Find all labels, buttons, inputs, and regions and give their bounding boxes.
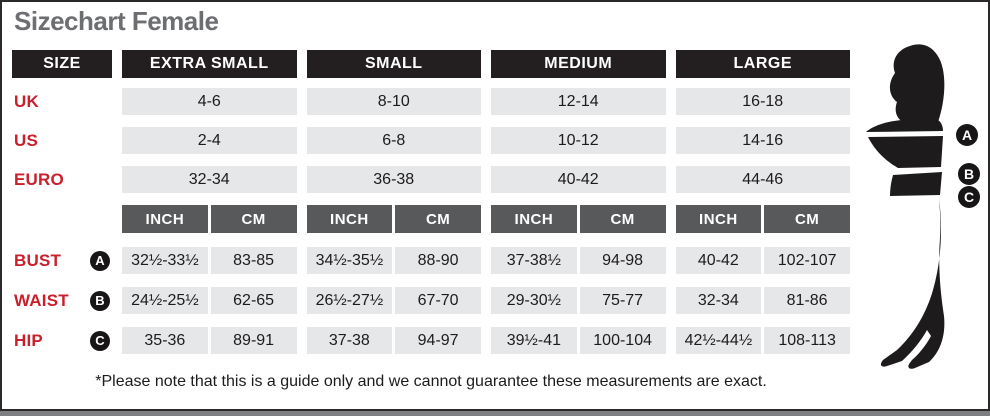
row-label-us: US: [12, 127, 112, 154]
cell-waist-l-inch: 32-34: [675, 287, 762, 314]
female-silhouette-figure: A B C: [850, 40, 986, 372]
size-column-header: SIZE: [12, 50, 112, 78]
unit-row-spacer: [12, 205, 112, 233]
cell-uk-small: 8-10: [306, 88, 481, 115]
header-row: SIZE EXTRA SMALL SMALL MEDIUM LARGE: [12, 50, 850, 78]
cell-bust-l-inch: 40-42: [675, 247, 762, 274]
page-title: Sizechart Female: [14, 6, 219, 36]
col-header-medium: MEDIUM: [491, 50, 666, 78]
figure-marker-b-badge: B: [958, 163, 980, 185]
cell-hip-l-inch: 42½-44½: [675, 327, 762, 354]
table-row-uk: UK 4-6 8-10 12-14 16-18: [12, 88, 850, 115]
cell-waist-s-inch: 26½-27½: [306, 287, 393, 314]
cell-hip-xs-cm: 89-91: [210, 327, 297, 354]
cell-hip-m-cm: 100-104: [579, 327, 666, 354]
hip-small: 37-38 94-97: [306, 327, 481, 354]
unit-header-inch: INCH: [675, 205, 762, 233]
unit-header-row: INCH CM INCH CM INCH CM INCH CM: [12, 205, 850, 233]
col-header-small: SMALL: [306, 50, 481, 78]
row-label-uk: UK: [12, 88, 112, 115]
row-label-text: US: [14, 130, 39, 150]
cell-bust-xs-inch: 32½-33½: [122, 247, 208, 274]
cell-waist-xs-inch: 24½-25½: [122, 287, 208, 314]
cell-euro-extra-small: 32-34: [122, 166, 297, 193]
cell-us-small: 6-8: [306, 127, 481, 154]
cell-hip-l-cm: 108-113: [764, 327, 850, 354]
row-label-text: EURO: [14, 169, 64, 189]
cell-bust-s-inch: 34½-35½: [306, 247, 393, 274]
cell-bust-s-cm: 88-90: [395, 247, 481, 274]
waist-large: 32-34 81-86: [675, 287, 850, 314]
row-label-waist: WAIST B: [12, 287, 112, 314]
hip-extra-small: 35-36 89-91: [122, 327, 297, 354]
row-label-bust: BUST A: [12, 247, 112, 274]
cell-hip-xs-inch: 35-36: [122, 327, 208, 354]
female-silhouette-icon: [866, 44, 945, 369]
waist-small: 26½-27½ 67-70: [306, 287, 481, 314]
cell-bust-m-inch: 37-38½: [491, 247, 577, 274]
marker-b-badge: B: [90, 290, 110, 311]
table-row-euro: EURO 32-34 36-38 40-42 44-46: [12, 166, 850, 193]
bust-small: 34½-35½ 88-90: [306, 247, 481, 274]
table-row-waist: WAIST B 24½-25½ 62-65 26½-27½ 67-70 29-3…: [12, 287, 850, 314]
bust-extra-small: 32½-33½ 83-85: [122, 247, 297, 274]
cell-hip-m-inch: 39½-41: [491, 327, 577, 354]
unit-header-inch: INCH: [122, 205, 208, 233]
row-label-hip: HIP C: [12, 327, 112, 354]
table-row-bust: BUST A 32½-33½ 83-85 34½-35½ 88-90 37-38…: [12, 247, 850, 274]
footer-note: *Please note that this is a guide only a…: [95, 373, 767, 390]
bottom-shadow-bar: [0, 411, 990, 416]
cell-uk-large: 16-18: [675, 88, 850, 115]
cell-waist-m-cm: 75-77: [579, 287, 666, 314]
unit-pair-small: INCH CM: [306, 205, 481, 233]
cell-euro-large: 44-46: [675, 166, 850, 193]
cell-hip-s-cm: 94-97: [395, 327, 481, 354]
row-label-text: BUST: [14, 250, 62, 270]
cell-us-extra-small: 2-4: [122, 127, 297, 154]
unit-pair-medium: INCH CM: [491, 205, 666, 233]
cell-waist-l-cm: 81-86: [764, 287, 850, 314]
bust-large: 40-42 102-107: [675, 247, 850, 274]
cell-us-medium: 10-12: [491, 127, 666, 154]
cell-bust-xs-cm: 83-85: [210, 247, 297, 274]
row-label-text: WAIST: [14, 290, 69, 310]
cell-waist-xs-cm: 62-65: [210, 287, 297, 314]
figure-marker-a-badge: A: [956, 124, 978, 146]
hip-large: 42½-44½ 108-113: [675, 327, 850, 354]
unit-header-inch: INCH: [491, 205, 577, 233]
waist-extra-small: 24½-25½ 62-65: [122, 287, 297, 314]
unit-header-cm: CM: [210, 205, 297, 233]
cell-uk-extra-small: 4-6: [122, 88, 297, 115]
col-header-extra-small: EXTRA SMALL: [122, 50, 297, 78]
cell-euro-medium: 40-42: [491, 166, 666, 193]
table-row-hip: HIP C 35-36 89-91 37-38 94-97 39½-41 100…: [12, 327, 850, 354]
marker-a-badge: A: [90, 250, 110, 271]
waist-medium: 29-30½ 75-77: [491, 287, 666, 314]
col-header-large: LARGE: [675, 50, 850, 78]
cell-hip-s-inch: 37-38: [306, 327, 393, 354]
sizechart-table: SIZE EXTRA SMALL SMALL MEDIUM LARGE UK 4…: [12, 50, 850, 367]
cell-euro-small: 36-38: [306, 166, 481, 193]
unit-header-cm: CM: [764, 205, 850, 233]
unit-header-cm: CM: [579, 205, 666, 233]
unit-header-inch: INCH: [306, 205, 393, 233]
cell-us-large: 14-16: [675, 127, 850, 154]
figure-marker-c-badge: C: [958, 186, 980, 208]
marker-c-badge: C: [90, 330, 110, 351]
row-label-euro: EURO: [12, 166, 112, 193]
cell-bust-l-cm: 102-107: [764, 247, 850, 274]
row-label-text: UK: [14, 91, 39, 111]
cell-bust-m-cm: 94-98: [579, 247, 666, 274]
unit-pair-extra-small: INCH CM: [122, 205, 297, 233]
cell-waist-s-cm: 67-70: [395, 287, 481, 314]
cell-waist-m-inch: 29-30½: [491, 287, 577, 314]
cell-uk-medium: 12-14: [491, 88, 666, 115]
hip-medium: 39½-41 100-104: [491, 327, 666, 354]
row-label-text: HIP: [14, 330, 43, 350]
bust-medium: 37-38½ 94-98: [491, 247, 666, 274]
unit-header-cm: CM: [395, 205, 481, 233]
unit-pair-large: INCH CM: [675, 205, 850, 233]
table-row-us: US 2-4 6-8 10-12 14-16: [12, 127, 850, 154]
